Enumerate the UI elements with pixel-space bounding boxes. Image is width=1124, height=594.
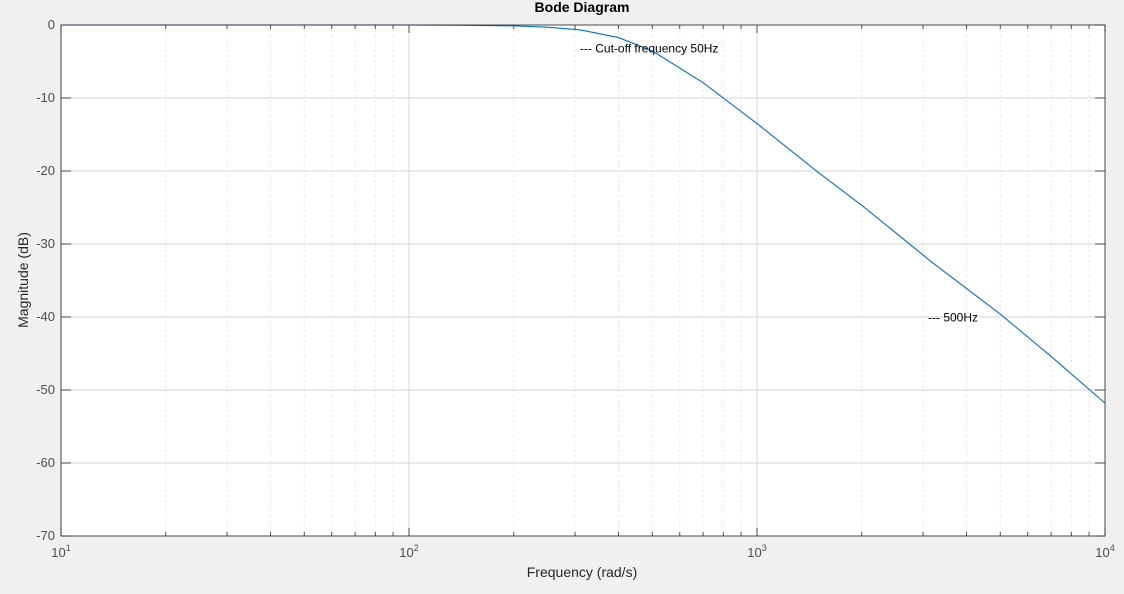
- y-tick-label: -60: [36, 455, 55, 470]
- plot-area: [61, 25, 1105, 536]
- x-tick-label: 101: [51, 543, 70, 560]
- x-tick-label: 104: [1095, 543, 1114, 560]
- plot-frame: [60, 24, 1106, 537]
- y-tick-label: -40: [36, 309, 55, 324]
- y-tick-label: -50: [36, 382, 55, 397]
- y-axis-label: Magnitude (dB): [15, 232, 31, 328]
- y-tick-label: -30: [36, 236, 55, 251]
- y-tick-label: -20: [36, 163, 55, 178]
- tick-labels: 101 102 103 104 0 -10 -20 -30 -40 -50 -60 -70: [36, 17, 1115, 560]
- x-axis-label: Frequency (rad/s): [527, 564, 637, 580]
- x-tick-label: 102: [399, 543, 418, 560]
- x-tick-label: 103: [747, 543, 766, 560]
- y-tick-label: 0: [48, 17, 55, 32]
- y-tick-label: -70: [36, 528, 55, 543]
- annotation-label: --- Cut-off frequency 50Hz: [580, 41, 719, 55]
- annotation-label: --- 500Hz: [928, 311, 978, 325]
- chart-title: Bode Diagram: [535, 0, 630, 15]
- annotations: --- Cut-off frequency 50Hz --- 500Hz: [580, 41, 978, 324]
- y-tick-label: -10: [36, 90, 55, 105]
